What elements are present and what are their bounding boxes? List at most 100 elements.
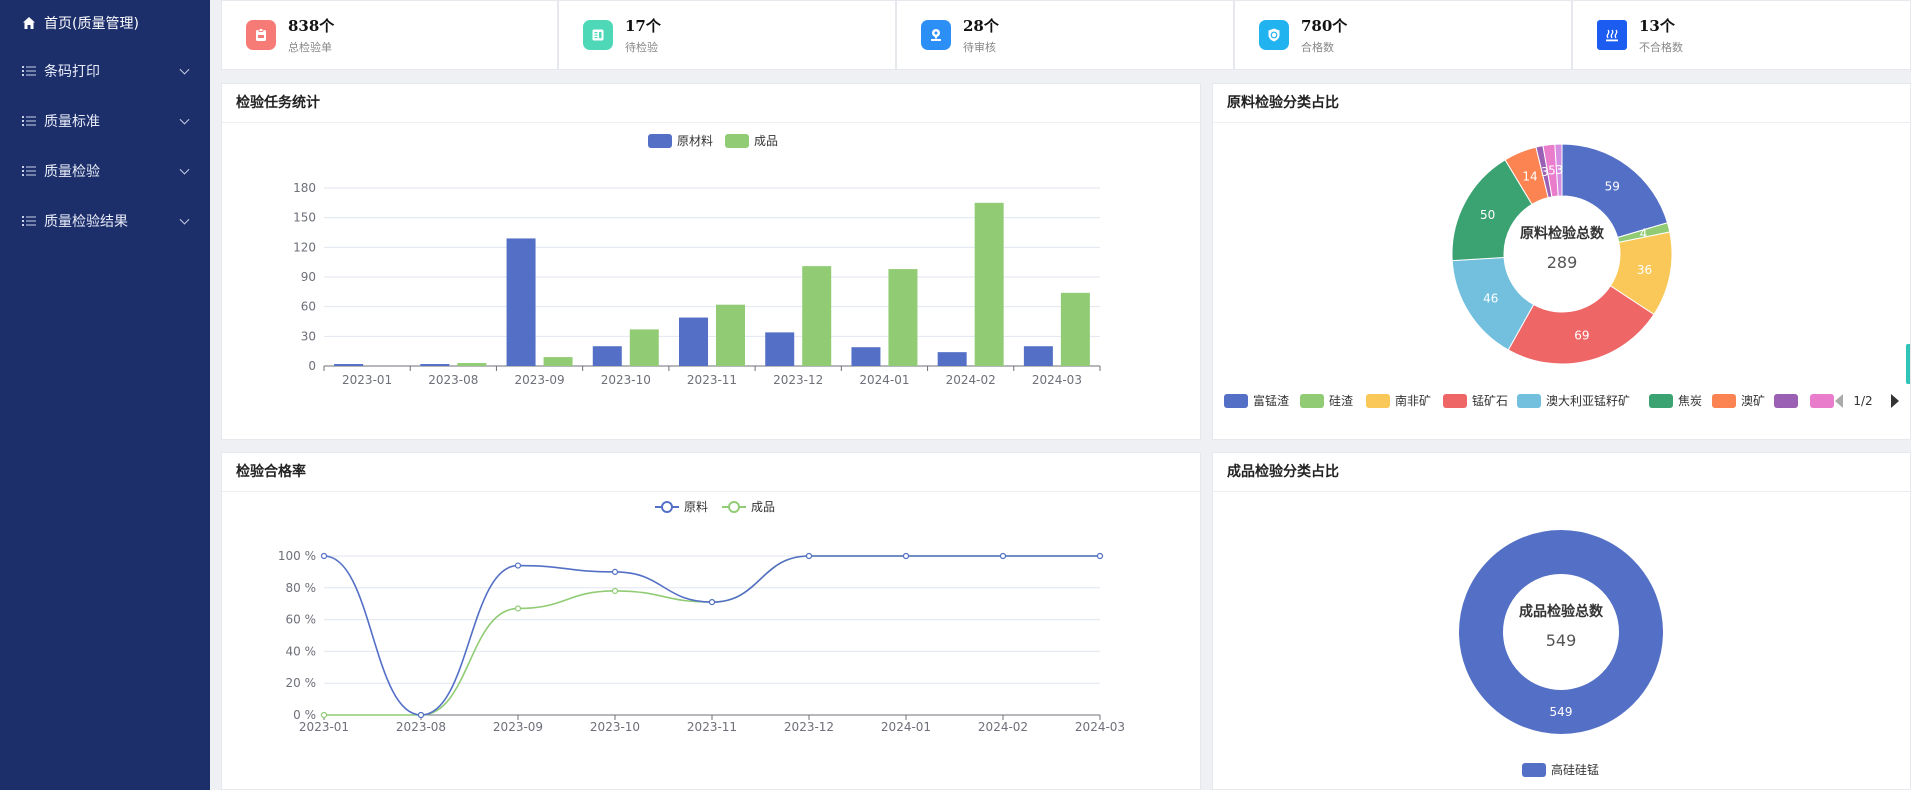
x-tick-label: 2024-03 — [1075, 720, 1125, 734]
legend-page-label: 1/2 — [1853, 394, 1872, 408]
pie-slice — [1561, 143, 1669, 239]
x-tick-label: 2023-09 — [493, 720, 543, 734]
stat-card-pending-review[interactable]: 28个 待审核 — [896, 0, 1234, 70]
bar-raw — [765, 332, 795, 366]
legend-label: 成品 — [754, 134, 778, 148]
pie-center-value: 289 — [1547, 253, 1578, 272]
chevron-down-icon — [179, 214, 190, 225]
y-tick-label: 20 % — [286, 676, 317, 690]
stat-value: 780个 — [1301, 17, 1348, 35]
pie-center-value: 549 — [1546, 631, 1577, 650]
data-point — [902, 552, 910, 560]
legend-swatch — [1522, 763, 1546, 777]
y-tick-label: 0 — [308, 359, 316, 373]
slice-value-label: 69 — [1574, 329, 1589, 343]
sidebar-item-inspection-results[interactable]: 质量检验结果 — [0, 196, 210, 246]
legend-swatch — [1774, 394, 1798, 408]
x-tick-label: 2024-01 — [881, 720, 931, 734]
heater-icon — [1597, 20, 1627, 50]
stamp-icon — [921, 20, 951, 50]
bar-raw — [937, 352, 967, 366]
chevron-down-icon — [179, 114, 190, 125]
chevron-down-icon — [179, 164, 190, 175]
x-tick-label: 2023-01 — [299, 720, 349, 734]
stat-value: 838个 — [288, 17, 335, 35]
legend-swatch — [648, 134, 672, 148]
side-scroll-handle[interactable] — [1906, 344, 1910, 384]
x-tick-label: 2023-12 — [784, 720, 834, 734]
data-point — [417, 711, 425, 719]
data-point — [320, 711, 328, 719]
bar-product — [1060, 292, 1090, 366]
list-icon — [22, 114, 36, 128]
legend-prev-icon — [1835, 394, 1843, 408]
legend-label: 澳大利亚锰籽矿 — [1546, 393, 1630, 408]
legend-swatch — [1300, 394, 1324, 408]
bar-chart: 原材料 成品 0 30 60 90 120 150 180 2023-01 2023-08 2023-… — [293, 134, 1101, 387]
bar-raw — [851, 347, 881, 366]
legend-next-icon — [1891, 394, 1899, 408]
sidebar-item-quality-standard[interactable]: 质量标准 — [0, 96, 210, 146]
sidebar-item-label: 质量检验结果 — [44, 214, 128, 230]
legend-swatch — [1366, 394, 1390, 408]
legend-swatch — [1443, 394, 1467, 408]
y-tick-label: 30 — [301, 329, 316, 343]
product-pie-chart: 549 成品检验总数 549 高硅硅锰 — [1459, 530, 1663, 777]
sidebar-item-label: 条码打印 — [44, 64, 100, 80]
x-tick-label: 2023-08 — [396, 720, 446, 734]
bar-raw — [334, 364, 364, 366]
x-tick-label: 2023-11 — [687, 373, 737, 387]
bar-product — [716, 304, 745, 366]
x-tick-label: 2024-01 — [859, 373, 909, 387]
panel-title: 原料检验分类占比 — [1213, 84, 1910, 123]
data-point — [320, 552, 328, 560]
pie-slice — [1459, 530, 1663, 734]
home-icon — [22, 16, 36, 30]
legend-label: 硅渣 — [1329, 394, 1353, 408]
bar-product — [629, 329, 659, 366]
raw-pie-chart: 59 4 36 69 46 50 14 3 5 3 原料检验总数 289 富锰渣 硅渣 南非矿 锰矿石 澳大利亚… — [1224, 143, 1899, 408]
stat-card-total[interactable]: 838个 总检验单 — [221, 0, 558, 70]
pie-slice — [1507, 285, 1655, 365]
stat-card-pending-inspection[interactable]: 17个 待检验 — [558, 0, 896, 70]
sidebar-item-home[interactable]: 首页(质量管理) — [0, 0, 210, 46]
x-tick-label: 2023-08 — [428, 373, 478, 387]
document-icon — [583, 20, 613, 50]
data-point — [1096, 552, 1104, 560]
bar-raw — [592, 346, 622, 366]
sidebar-item-barcode-print[interactable]: 条码打印 — [0, 46, 210, 96]
slice-value-label: 36 — [1637, 263, 1652, 277]
legend-swatch — [1224, 394, 1248, 408]
slice-value-label: 14 — [1522, 169, 1537, 183]
x-tick-label: 2023-09 — [514, 373, 564, 387]
bar-product — [888, 269, 918, 366]
y-tick-label: 80 % — [286, 581, 317, 595]
shield-icon — [1259, 20, 1289, 50]
legend-swatch — [1517, 394, 1541, 408]
y-tick-label: 90 — [301, 270, 316, 284]
sidebar-item-quality-inspection[interactable]: 质量检验 — [0, 146, 210, 196]
bar-raw — [679, 317, 708, 366]
stat-card-qualified[interactable]: 780个 合格数 — [1234, 0, 1572, 70]
panel-title: 成品检验分类占比 — [1213, 453, 1910, 492]
stat-label: 不合格数 — [1639, 41, 1683, 54]
slice-value-label: 3 — [1555, 163, 1563, 177]
legend-label: 焦炭 — [1678, 394, 1702, 408]
pie-center-title: 原料检验总数 — [1520, 225, 1605, 242]
slice-value-label: 46 — [1483, 292, 1498, 306]
legend-marker — [728, 501, 740, 513]
series-line — [324, 555, 1100, 716]
data-point — [611, 568, 619, 576]
bar-product — [457, 363, 487, 366]
data-point — [514, 562, 522, 569]
sidebar-item-label: 质量标准 — [44, 114, 100, 130]
stat-card-unqualified[interactable]: 13个 不合格数 — [1572, 0, 1911, 70]
legend-swatch — [1810, 394, 1834, 408]
stat-label: 待检验 — [625, 41, 658, 54]
slice-value-label: 3 — [1541, 165, 1549, 179]
y-tick-label: 60 % — [286, 613, 317, 627]
bar-raw — [420, 364, 450, 366]
legend-label: 锰矿石 — [1472, 393, 1508, 408]
y-tick-label: 150 — [293, 211, 316, 225]
legend-marker — [661, 501, 673, 513]
